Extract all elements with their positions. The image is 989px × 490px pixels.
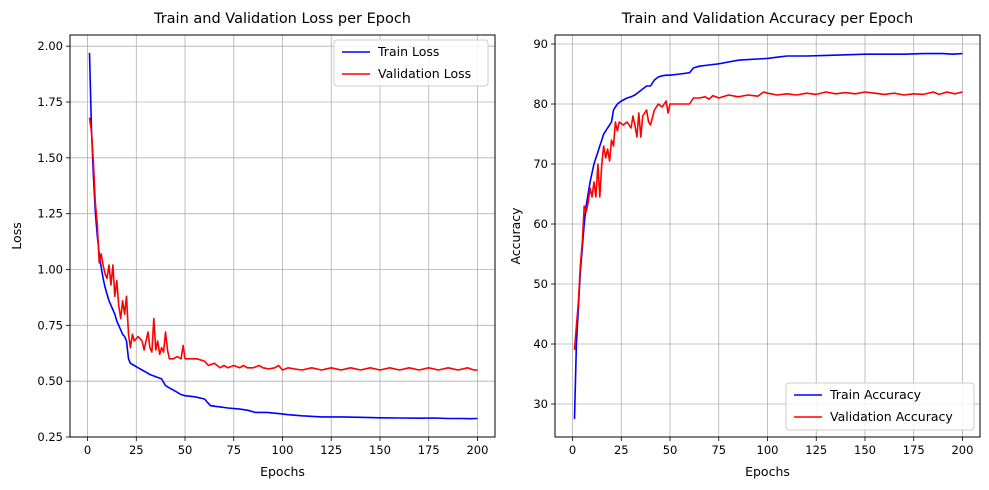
loss-x-tick-label: 200 (466, 443, 488, 457)
loss-x-axis-label: Epochs (260, 464, 305, 479)
accuracy-y-tick-label: 40 (533, 337, 548, 351)
loss-y-tick-label: 1.25 (37, 207, 63, 221)
accuracy-legend: Train Accuracy Validation Accuracy (785, 382, 975, 431)
accuracy-x-tick-label: 125 (805, 443, 827, 457)
accuracy-x-tick-label: 0 (569, 443, 576, 457)
accuracy-ticks: 0 25 50 75 100 125 150 175 200 30 40 50 60 70 80 90 (533, 37, 973, 457)
loss-y-tick-label: 1.75 (37, 95, 63, 109)
loss-x-tick-label: 75 (226, 443, 241, 457)
loss-axes-frame (69, 34, 496, 438)
loss-x-tick-label: 100 (272, 443, 294, 457)
loss-series-line-2 (88, 117, 478, 371)
accuracy-x-tick-label: 75 (711, 443, 726, 457)
loss-x-tick-label: 0 (84, 443, 91, 457)
loss-legend-label: Validation Loss (378, 66, 471, 81)
loss-x-tick-label: 175 (418, 443, 440, 457)
loss-x-tick-label: 125 (320, 443, 342, 457)
accuracy-x-tick-label: 150 (854, 443, 876, 457)
accuracy-grid (555, 35, 980, 437)
loss-legend-label: Train Loss (377, 44, 439, 59)
accuracy-chart: 0 25 50 75 100 125 150 175 200 30 40 50 60 70 80 90 Tra… (508, 11, 981, 479)
accuracy-y-tick-label: 90 (533, 37, 548, 51)
loss-y-tick-label: 0.75 (37, 318, 63, 332)
loss-y-axis-label: Loss (9, 222, 24, 249)
accuracy-lines (573, 52, 963, 420)
loss-y-tick-label: 0.50 (37, 374, 63, 388)
accuracy-series-line-1 (573, 52, 963, 420)
accuracy-y-tick-label: 80 (533, 97, 548, 111)
accuracy-x-tick-label: 25 (614, 443, 629, 457)
loss-chart: 0 25 50 75 100 125 150 175 200 0.25 0.50 0.75 1.00 1.… (9, 11, 496, 479)
loss-x-tick-label: 150 (369, 443, 391, 457)
accuracy-legend-box (785, 382, 975, 431)
loss-series-line-1 (88, 52, 478, 420)
loss-y-tick-label: 1.50 (37, 151, 63, 165)
accuracy-x-tick-label: 200 (951, 443, 973, 457)
accuracy-chart-title: Train and Validation Accuracy per Epoch (621, 11, 913, 27)
accuracy-y-tick-label: 60 (533, 217, 548, 231)
loss-legend-box (333, 39, 489, 87)
accuracy-y-axis-label: Accuracy (508, 207, 523, 265)
accuracy-series-line-2 (573, 91, 963, 351)
accuracy-y-tick-label: 50 (533, 277, 548, 291)
loss-x-tick-label: 50 (178, 443, 193, 457)
loss-y-tick-label: 0.25 (37, 430, 63, 444)
loss-x-tick-label: 25 (129, 443, 144, 457)
accuracy-y-tick-label: 30 (533, 397, 548, 411)
loss-lines (88, 52, 478, 420)
accuracy-x-tick-label: 175 (903, 443, 925, 457)
loss-ticks: 0 25 50 75 100 125 150 175 200 0.25 0.50 0.75 1.00 1.… (37, 39, 488, 457)
accuracy-x-axis-label: Epochs (745, 464, 790, 479)
accuracy-y-tick-label: 70 (533, 157, 548, 171)
loss-y-tick-label: 1.00 (37, 263, 63, 277)
accuracy-legend-label: Train Accuracy (829, 387, 922, 402)
loss-y-tick-label: 2.00 (37, 39, 63, 53)
accuracy-axes-frame (554, 34, 981, 438)
loss-chart-title: Train and Validation Loss per Epoch (153, 11, 411, 27)
accuracy-x-tick-label: 100 (757, 443, 779, 457)
loss-legend: Train Loss Validation Loss (333, 39, 489, 87)
accuracy-legend-label: Validation Accuracy (830, 409, 953, 424)
accuracy-x-tick-label: 50 (663, 443, 678, 457)
